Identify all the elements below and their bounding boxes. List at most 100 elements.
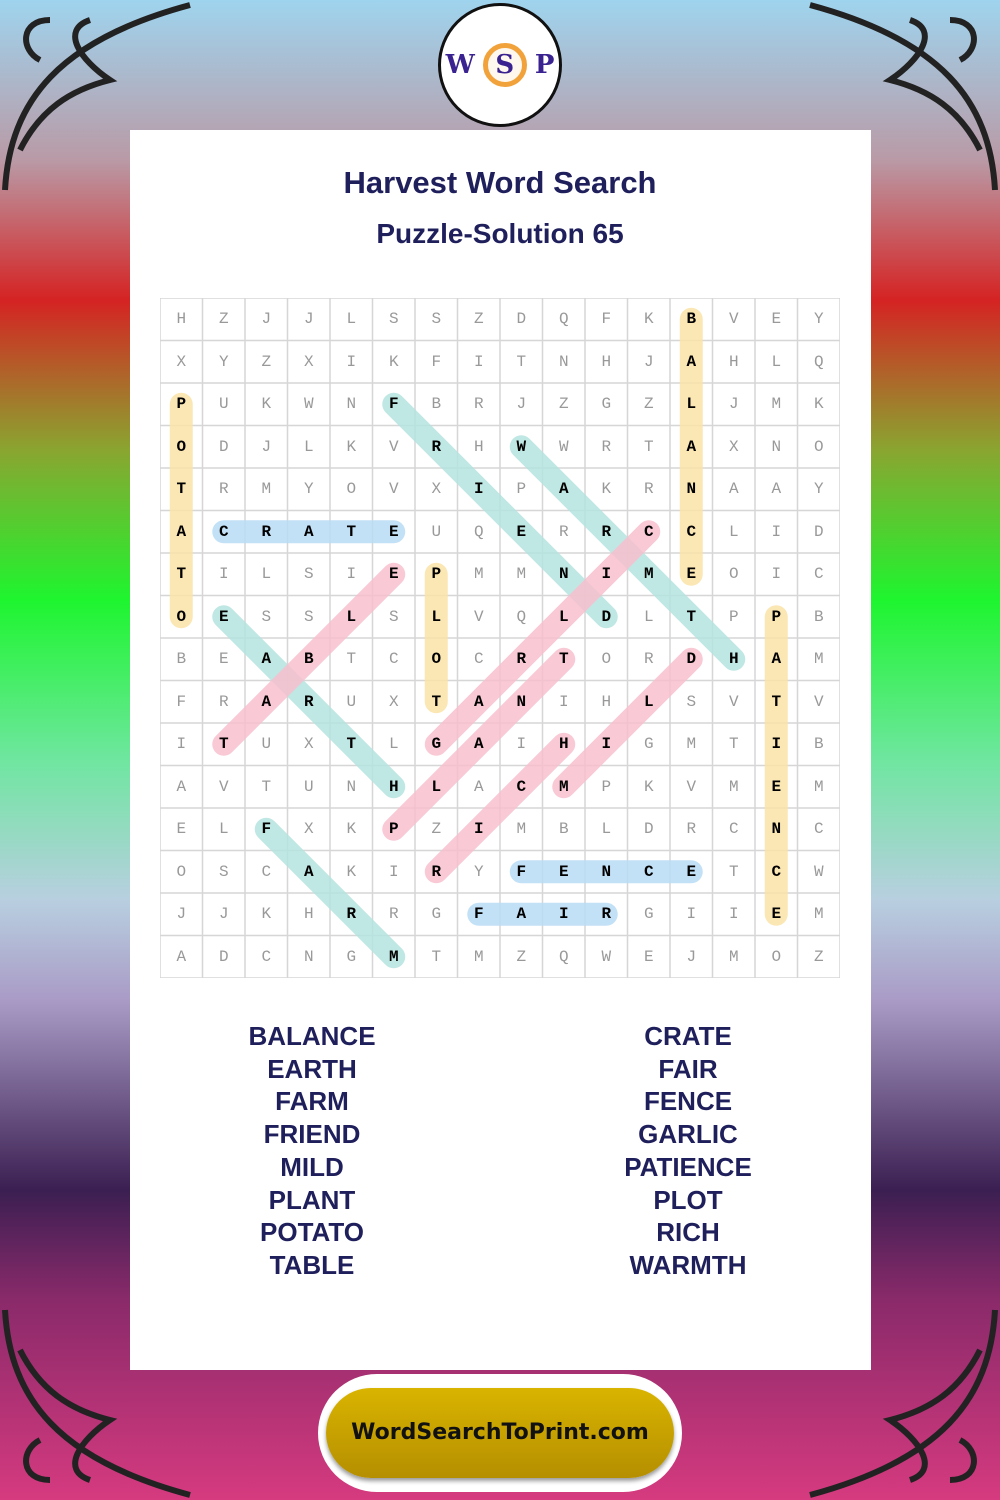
grid-cell: A <box>261 650 272 668</box>
grid-cell: N <box>771 820 782 838</box>
word-list-item: FAIR <box>658 1053 718 1084</box>
grid-cell: R <box>218 480 229 498</box>
grid-cell: M <box>558 777 569 796</box>
grid-cell: H <box>303 905 314 923</box>
word-list-item: RICH <box>656 1217 720 1248</box>
grid-cell: E <box>686 565 697 583</box>
grid-cell: O <box>176 862 187 881</box>
grid-cell: M <box>516 565 527 583</box>
logo-letter-p: P <box>534 50 555 80</box>
grid-cell: V <box>728 310 739 328</box>
grid-cell: R <box>601 905 612 923</box>
grid-cell: L <box>771 352 782 371</box>
grid-cell: Z <box>473 310 484 328</box>
grid-cell: L <box>728 522 739 541</box>
grid-cell: F <box>601 310 612 328</box>
grid-cell: B <box>176 650 187 668</box>
grid-cell: L <box>346 607 357 626</box>
grid-cell: I <box>346 352 357 371</box>
word-list-item: MILD <box>280 1151 344 1182</box>
grid-cell: C <box>686 522 697 541</box>
grid-cell: I <box>176 735 187 753</box>
grid-cell: V <box>388 480 399 498</box>
grid-cell: S <box>388 607 399 626</box>
grid-cell: S <box>261 607 272 626</box>
grid-cell: A <box>686 352 697 371</box>
grid-cell: X <box>303 352 314 371</box>
grid-cell: A <box>473 735 484 753</box>
grid-cell: M <box>686 735 697 753</box>
grid-cell: U <box>261 735 272 753</box>
highlight-mild <box>552 647 703 799</box>
grid-cell: N <box>346 395 357 413</box>
grid-cell: T <box>346 650 357 668</box>
grid-cell: I <box>686 905 697 923</box>
grid-cell: I <box>601 565 612 583</box>
grid-cell: D <box>218 437 229 456</box>
grid-cell: I <box>771 522 782 541</box>
grid-cell: A <box>176 777 187 796</box>
magnifier-icon: S <box>482 43 527 87</box>
grid-cell: N <box>686 480 697 498</box>
grid-cell: Z <box>261 352 272 371</box>
grid-cell: P <box>388 820 399 838</box>
grid-cell: V <box>473 607 484 626</box>
word-list-item: FARM <box>275 1086 349 1117</box>
grid-cell: P <box>601 777 612 796</box>
grid-cell: B <box>431 395 442 413</box>
grid-cell: R <box>686 820 697 838</box>
grid-cell: F <box>516 862 527 881</box>
grid-cell: A <box>303 862 314 881</box>
logo-letter-w: W <box>445 50 475 80</box>
grid-cell: I <box>516 735 527 753</box>
word-list-item: PLOT <box>653 1184 723 1215</box>
grid-cell: E <box>771 310 782 328</box>
grid-cell: J <box>643 352 654 371</box>
grid-cell: T <box>346 735 357 753</box>
grid-cell: K <box>643 310 654 328</box>
grid-cell: Y <box>303 480 314 498</box>
grid-cell: N <box>601 862 612 881</box>
grid-cell: U <box>218 395 229 413</box>
footer-website-link[interactable]: WordSearchToPrint.com <box>326 1388 674 1478</box>
grid-cell: U <box>303 777 314 796</box>
grid-cell: D <box>601 607 612 626</box>
grid-cell: C <box>813 820 824 838</box>
grid-cell: T <box>346 522 357 541</box>
grid-cell: M <box>261 480 272 498</box>
grid-cell: O <box>176 437 187 456</box>
grid-cell: E <box>686 862 697 881</box>
grid-cell: C <box>261 862 272 881</box>
word-list-item: WARMTH <box>629 1249 747 1280</box>
grid-cell: T <box>643 437 654 456</box>
grid-cell: N <box>303 947 314 966</box>
grid-cell: W <box>516 437 527 456</box>
grid-cell: U <box>346 692 357 711</box>
grid-cell: H <box>176 310 187 328</box>
grid-cell: K <box>346 820 357 838</box>
grid-cell: X <box>388 692 399 711</box>
grid-cell: R <box>473 395 484 413</box>
grid-cell: P <box>771 607 782 626</box>
grid-cell: O <box>601 650 612 668</box>
grid-cell: C <box>218 522 229 541</box>
grid-cell: R <box>516 650 527 668</box>
grid-cell: G <box>431 905 442 923</box>
word-list-item: GARLIC <box>638 1119 738 1150</box>
grid-cell: O <box>176 607 187 626</box>
grid-cell: F <box>176 692 187 711</box>
word-list-left: BALANCE EARTH FARM FRIEND MILD PLANT POTATO TAB… <box>162 1020 462 1282</box>
grid-cell: N <box>346 777 357 796</box>
grid-cell: M <box>813 905 824 923</box>
grid-cell: I <box>473 820 484 838</box>
grid-cell: M <box>771 395 782 413</box>
grid-cell: P <box>516 480 527 498</box>
grid-cell: O <box>431 650 442 668</box>
word-list-item: POTATO <box>260 1217 364 1248</box>
highlight-friend <box>382 392 618 629</box>
grid-cell: Y <box>218 352 229 371</box>
grid-cell: T <box>176 565 187 583</box>
grid-cell: I <box>473 480 484 498</box>
grid-cell: R <box>643 480 654 498</box>
grid-cell: W <box>601 947 612 966</box>
